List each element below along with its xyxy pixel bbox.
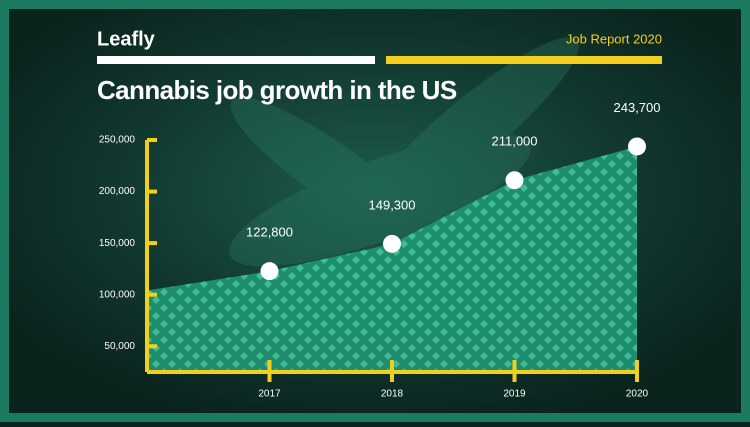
x-tick-label: 2017: [258, 389, 281, 400]
data-point: [260, 262, 279, 281]
data-label: 243,700: [614, 100, 661, 115]
header-bar: [97, 56, 375, 64]
y-tick-label: 150,000: [99, 238, 136, 249]
area-fill: [147, 146, 637, 372]
x-tick-label: 2019: [503, 389, 526, 400]
chart-title: Cannabis job growth in the US: [97, 75, 457, 105]
y-tick-label: 200,000: [99, 186, 136, 197]
x-tick-label: 2018: [381, 389, 404, 400]
y-tick-label: 50,000: [104, 341, 135, 352]
data-point: [628, 137, 646, 156]
x-tick-label: 2020: [626, 389, 649, 400]
data-point: [383, 234, 401, 253]
plot: 50,000 100,000 150,000 200,000 250,000 2017 12…: [99, 100, 661, 400]
report-label: Job Report 2020: [566, 31, 662, 46]
data-label: 211,000: [491, 134, 537, 149]
y-tick-label: 100,000: [99, 289, 136, 300]
leaf-decor: [229, 37, 579, 267]
logo: Leafly: [97, 28, 156, 50]
y-tick-label: 250,000: [99, 135, 136, 146]
data-point: [505, 171, 524, 190]
data-label: 122,800: [246, 225, 293, 240]
header-bar: [386, 56, 662, 64]
data-label: 149,300: [369, 197, 416, 212]
